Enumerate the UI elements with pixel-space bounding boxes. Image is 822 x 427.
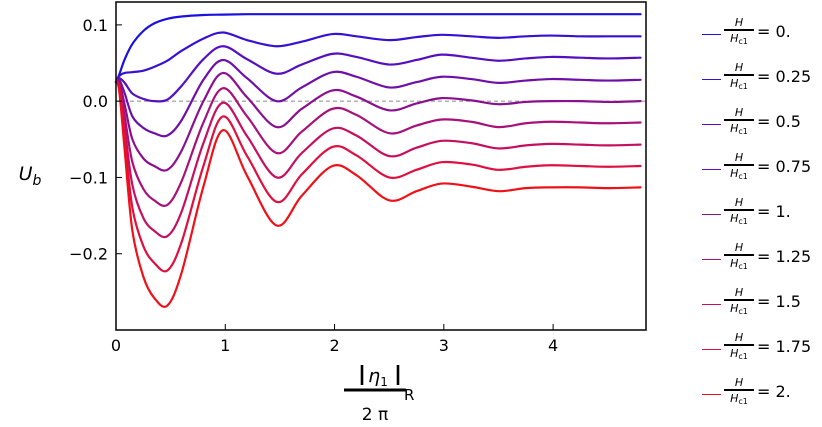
- legend-ratio: H Hc1: [722, 239, 756, 275]
- legend-ratio: H Hc1: [722, 329, 756, 365]
- legend-entry-4: H Hc1 = 1.: [700, 194, 822, 230]
- legend-ratio-denominator: Hc1: [730, 257, 748, 272]
- series-line-0: [114, 13, 642, 84]
- legend-ratio: H Hc1: [722, 149, 756, 185]
- legend-value: = 1.5: [757, 292, 801, 311]
- legend-ratio-numerator: H: [734, 61, 744, 74]
- y-tick-label-0: 0.1: [83, 16, 108, 35]
- legend-value: = 1.: [757, 202, 791, 221]
- legend-swatch: [702, 79, 721, 80]
- y-axis-label: Ub: [19, 163, 42, 189]
- x-label-subscript: R: [404, 386, 414, 404]
- x-label-denominator: 2 π: [362, 405, 388, 425]
- legend-ratio-numerator: H: [734, 286, 744, 299]
- legend-swatch: [702, 349, 721, 350]
- legend-ratio-denominator: Hc1: [730, 122, 748, 137]
- legend-ratio: H Hc1: [722, 59, 756, 95]
- legend-swatch: [702, 169, 721, 170]
- series-layer: [114, 13, 642, 308]
- y-tick-label-2: −0.1: [69, 168, 108, 187]
- legend-value: = 0.: [757, 22, 791, 41]
- legend-entry-3: H Hc1 = 0.75: [700, 149, 822, 185]
- legend-swatch: [702, 34, 721, 35]
- legend-entry-1: H Hc1 = 0.25: [700, 59, 822, 95]
- legend-ratio-bar: [724, 119, 754, 121]
- legend-ratio-bar: [724, 344, 754, 346]
- series-line-2: [114, 45, 642, 103]
- series-line-3: [114, 58, 642, 138]
- legend-ratio-denominator: Hc1: [730, 167, 748, 182]
- legend-ratio-denominator: Hc1: [730, 302, 748, 317]
- y-tick-label-3: −0.2: [69, 245, 108, 264]
- legend-entry-6: H Hc1 = 1.5: [700, 284, 822, 320]
- legend-ratio-denominator: Hc1: [730, 77, 748, 92]
- legend-ratio-bar: [724, 209, 754, 211]
- legend: H Hc1 = 0. H Hc1 = 0.25 H Hc1 = 0.5 H Hc1 = 0.75 H Hc…: [700, 0, 822, 427]
- legend-ratio-denominator: Hc1: [730, 347, 748, 362]
- legend-ratio: H Hc1: [722, 374, 756, 410]
- legend-entry-7: H Hc1 = 1.75: [700, 329, 822, 365]
- legend-ratio-numerator: H: [734, 376, 744, 389]
- legend-ratio-numerator: H: [734, 16, 744, 29]
- legend-entry-8: H Hc1 = 2.: [700, 374, 822, 410]
- legend-ratio-bar: [724, 29, 754, 31]
- line-chart: 0 1 2 3 40.10.0−0.1−0.2 Ub η1 R 2 π: [19, 1, 647, 425]
- x-tick-label-1: 1: [220, 336, 230, 355]
- legend-ratio-numerator: H: [734, 106, 744, 119]
- series-line-8: [114, 80, 642, 308]
- ticks-layer: 0 1 2 3 4 0.1 0.0 −0.1 −0.2: [69, 16, 558, 355]
- legend-ratio-bar: [724, 389, 754, 391]
- legend-ratio: H Hc1: [722, 284, 756, 320]
- legend-swatch: [702, 394, 721, 395]
- legend-entry-0: H Hc1 = 0.: [700, 14, 822, 50]
- legend-ratio: H Hc1: [722, 14, 756, 50]
- series-line-7: [114, 80, 642, 273]
- legend-entry-5: H Hc1 = 1.25: [700, 239, 822, 275]
- x-label-eta: η: [368, 365, 380, 387]
- y-axis-label-sub: b: [33, 173, 42, 189]
- plot-frame: [115, 1, 647, 331]
- legend-ratio-numerator: H: [734, 151, 744, 164]
- legend-ratio-bar: [724, 254, 754, 256]
- legend-value: = 1.25: [757, 247, 812, 266]
- series-line-6: [114, 80, 642, 239]
- x-label-numerator: η1: [368, 365, 388, 389]
- x-label-eta-sub: 1: [380, 375, 388, 389]
- legend-swatch: [702, 259, 721, 260]
- legend-ratio-denominator: Hc1: [730, 32, 748, 47]
- series-line-5: [114, 80, 642, 207]
- legend-ratio-bar: [724, 299, 754, 301]
- x-tick-label-2: 2: [329, 336, 339, 355]
- x-axis-label: η1 R 2 π: [344, 365, 414, 425]
- legend-value: = 0.25: [757, 67, 812, 86]
- legend-ratio: H Hc1: [722, 194, 756, 230]
- legend-swatch: [702, 214, 721, 215]
- y-axis-label-main: U: [19, 163, 33, 185]
- legend-ratio-denominator: Hc1: [730, 392, 748, 407]
- legend-ratio: H Hc1: [722, 104, 756, 140]
- legend-swatch: [702, 124, 721, 125]
- legend-ratio-numerator: H: [734, 241, 744, 254]
- legend-entry-2: H Hc1 = 0.5: [700, 104, 822, 140]
- legend-value: = 0.5: [757, 112, 801, 131]
- y-tick-label-1: 0.0: [83, 92, 108, 111]
- legend-value: = 2.: [757, 382, 791, 401]
- x-tick-label-0: 0: [111, 336, 121, 355]
- legend-ratio-numerator: H: [734, 196, 744, 209]
- series-line-1: [114, 31, 642, 84]
- legend-ratio-bar: [724, 164, 754, 166]
- legend-ratio-numerator: H: [734, 331, 744, 344]
- legend-ratio-bar: [724, 74, 754, 76]
- legend-value: = 1.75: [757, 337, 812, 356]
- legend-value: = 0.75: [757, 157, 812, 176]
- series-line-4: [114, 71, 642, 172]
- x-tick-label-3: 3: [439, 336, 449, 355]
- legend-ratio-denominator: Hc1: [730, 212, 748, 227]
- legend-swatch: [702, 304, 721, 305]
- x-tick-label-4: 4: [548, 336, 558, 355]
